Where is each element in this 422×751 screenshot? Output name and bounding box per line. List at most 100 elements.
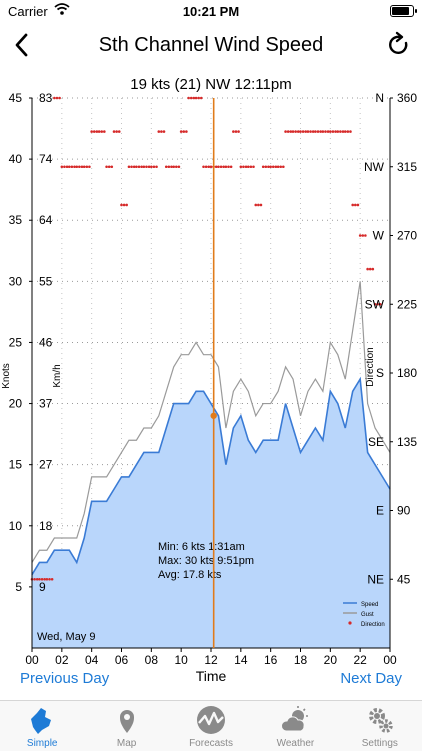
direction-point <box>309 130 312 133</box>
direction-point <box>364 234 367 237</box>
current-reading: 19 kts (21) NW 12:11pm <box>130 76 292 93</box>
x-axis-title: Time <box>196 668 227 684</box>
direction-point <box>197 96 200 100</box>
direction-point <box>267 165 270 169</box>
tab-weather[interactable]: Weather <box>253 701 337 751</box>
direction-point <box>157 130 161 133</box>
direction-tick-label: SE <box>368 435 384 449</box>
direction-point <box>152 165 156 169</box>
direction-point <box>70 165 74 169</box>
degree-tick-label: 360 <box>397 91 417 105</box>
direction-point <box>376 302 379 306</box>
direction-axis-label: Direction <box>365 347 376 386</box>
wind-chart[interactable]: 5 10 15 20 25 30 35 40 45 9 18 27 37 46 55 64 74 83 NE 45 E 9… <box>0 88 422 688</box>
direction-point <box>130 165 133 169</box>
direction-point <box>259 203 263 207</box>
kmh-tick-label: 55 <box>39 274 53 288</box>
direction-point <box>38 577 41 581</box>
direction-point <box>192 96 196 100</box>
wind-chart-svg[interactable]: 5 10 15 20 25 30 35 40 45 9 18 27 37 46 55 64 74 83 NE 45 E 9… <box>0 88 422 688</box>
gust-line <box>31 281 391 563</box>
direction-point <box>107 165 111 169</box>
direction-point <box>219 165 223 169</box>
back-chevron-icon[interactable] <box>8 30 38 60</box>
tab-simple[interactable]: Simple <box>0 701 84 751</box>
direction-point <box>314 130 317 133</box>
direction-point <box>326 130 330 133</box>
x-tick-label: 12 <box>204 653 218 667</box>
degree-tick-label: 270 <box>397 229 417 243</box>
tab-label: Forecasts <box>189 738 233 749</box>
direction-point <box>232 130 235 133</box>
direction-point <box>75 165 79 169</box>
direction-point <box>214 165 218 169</box>
direction-point <box>82 165 86 169</box>
kmh-tick-label: 83 <box>39 91 53 105</box>
knots-tick-label: 30 <box>9 274 23 288</box>
legend-label-speed: Speed <box>361 602 378 608</box>
speed-line <box>31 376 391 576</box>
direction-point <box>356 203 360 207</box>
direction-point <box>343 130 347 133</box>
direction-point <box>229 165 233 169</box>
knots-tick-label: 20 <box>9 397 23 411</box>
direction-point <box>319 130 322 133</box>
tab-label: Map <box>116 738 137 749</box>
direction-point <box>172 165 176 169</box>
kmh-axis-label: Km/h <box>52 364 63 387</box>
page-title: Sth Channel Wind Speed <box>98 34 324 56</box>
direction-point <box>90 130 93 133</box>
tab-settings[interactable]: Settings <box>338 701 422 751</box>
x-tick-label: 22 <box>353 653 367 667</box>
tab-map[interactable]: Map <box>84 701 168 751</box>
direction-point <box>100 130 104 133</box>
next-day-button[interactable]: Next Day <box>340 670 402 687</box>
direction-tick-label: SW <box>365 297 385 311</box>
direction-point <box>199 96 203 100</box>
knots-tick-label: 40 <box>9 152 23 166</box>
speed-area <box>32 379 390 648</box>
direction-point <box>286 130 290 133</box>
direction-point <box>354 203 357 207</box>
direction-point <box>80 165 84 169</box>
direction-point <box>53 96 56 100</box>
forecast-chart-icon <box>197 706 226 734</box>
x-tick-label: 00 <box>25 653 39 667</box>
direction-point <box>202 165 205 169</box>
direction-point <box>63 165 66 169</box>
kmh-tick-label: 27 <box>39 458 53 472</box>
direction-tick-label: NE <box>367 572 384 586</box>
kmh-tick-label: 46 <box>39 335 53 349</box>
direction-point <box>40 577 44 581</box>
direction-point <box>150 165 153 169</box>
knots-tick-label: 10 <box>9 519 23 533</box>
direction-point <box>45 577 49 581</box>
direction-point <box>349 130 352 133</box>
gears-icon <box>368 708 393 733</box>
direction-point <box>110 165 114 169</box>
stats-min: Min: 6 kts 1:31am <box>158 541 245 553</box>
direction-point <box>244 165 248 169</box>
direction-point <box>85 165 89 169</box>
knots-tick-label: 25 <box>9 335 23 349</box>
direction-point <box>58 96 61 100</box>
direction-point <box>43 577 46 581</box>
direction-point <box>50 577 54 581</box>
direction-point <box>239 165 243 169</box>
direction-point <box>95 130 99 133</box>
x-tick-label: 02 <box>55 653 69 667</box>
stats-max: Max: 30 kts 9:51pm <box>158 555 254 567</box>
direction-point <box>182 130 186 133</box>
direction-point <box>179 130 183 133</box>
tab-forecasts[interactable]: Forecasts <box>169 701 253 751</box>
direction-point <box>217 165 220 169</box>
degree-tick-label: 135 <box>397 435 417 449</box>
direction-point <box>276 165 280 169</box>
previous-day-button[interactable]: Previous Day <box>20 670 110 687</box>
direction-point <box>132 165 136 169</box>
legend-swatch-direction <box>348 621 352 625</box>
direction-point <box>117 130 121 133</box>
refresh-icon[interactable] <box>384 30 414 60</box>
direction-point <box>127 165 131 169</box>
direction-point <box>103 130 106 133</box>
